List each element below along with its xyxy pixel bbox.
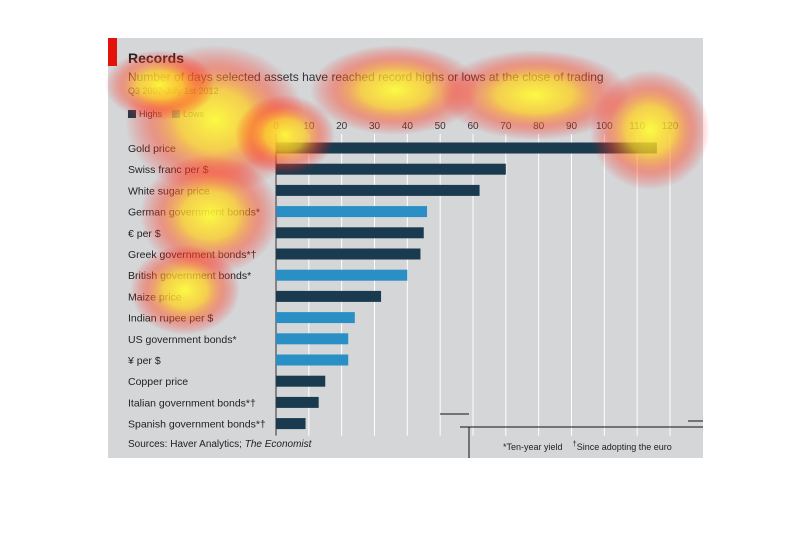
category-label: Copper price xyxy=(128,376,188,388)
x-tick-label: 70 xyxy=(500,121,512,132)
x-tick-label: 20 xyxy=(336,121,348,132)
category-label: White sugar price xyxy=(128,185,210,197)
x-tick-label: 30 xyxy=(369,121,381,132)
category-label: US government bonds* xyxy=(128,334,237,346)
x-tick-label: 110 xyxy=(629,121,645,132)
x-tick-label: 80 xyxy=(533,121,545,132)
x-tick-label: 120 xyxy=(662,121,679,132)
bar xyxy=(276,354,349,366)
bar xyxy=(276,184,480,196)
bar xyxy=(276,333,349,345)
chart-panel: Records Number of days selected assets h… xyxy=(108,38,703,458)
footnote-dagger: † xyxy=(572,439,577,448)
category-label: British government bonds* xyxy=(128,270,251,282)
category-label: € per $ xyxy=(128,228,161,240)
bar-chart: 0 10 20 30 40 50 60 70 80 90 100 110 120 Gold price Sw… xyxy=(127,121,679,436)
bar xyxy=(276,206,428,218)
footnote-ten-year: *Ten-year yield xyxy=(503,442,563,452)
bar xyxy=(276,142,657,154)
bar xyxy=(276,418,306,430)
x-tick-label: 90 xyxy=(566,121,578,132)
chart-footnote: *Ten-year yield †Since adopting the euro xyxy=(503,439,672,452)
x-tick-label: 50 xyxy=(435,121,447,132)
category-label: Spanish government bonds*† xyxy=(128,419,266,431)
x-tick-label: 10 xyxy=(303,121,315,132)
x-tick-label: 100 xyxy=(596,121,613,132)
x-tick-label: 60 xyxy=(467,121,479,132)
bar xyxy=(276,248,421,260)
bar xyxy=(276,227,424,239)
x-tick-label: 40 xyxy=(402,121,414,132)
bar xyxy=(276,163,506,175)
bar xyxy=(276,269,408,281)
category-label: Swiss franc per $ xyxy=(128,164,209,176)
bar xyxy=(276,396,319,408)
category-label: ¥ per $ xyxy=(127,355,161,367)
category-label: Gold price xyxy=(128,143,176,155)
x-tick-label: 0 xyxy=(273,121,279,132)
bar xyxy=(276,375,326,387)
bar xyxy=(276,290,382,302)
category-label: Maize price xyxy=(128,291,182,303)
category-label: Italian government bonds*† xyxy=(128,397,256,409)
footnote-euro: Since adopting the euro xyxy=(576,442,672,452)
source-publication: The Economist xyxy=(244,439,312,450)
bar xyxy=(276,312,355,324)
category-label: Indian rupee per $ xyxy=(128,313,213,325)
category-label: German government bonds* xyxy=(128,207,260,219)
category-label: Greek government bonds*† xyxy=(128,249,257,261)
source-prefix: Sources: Haver Analytics; xyxy=(128,439,245,450)
chart-source: Sources: Haver Analytics; The Economist xyxy=(128,439,311,450)
